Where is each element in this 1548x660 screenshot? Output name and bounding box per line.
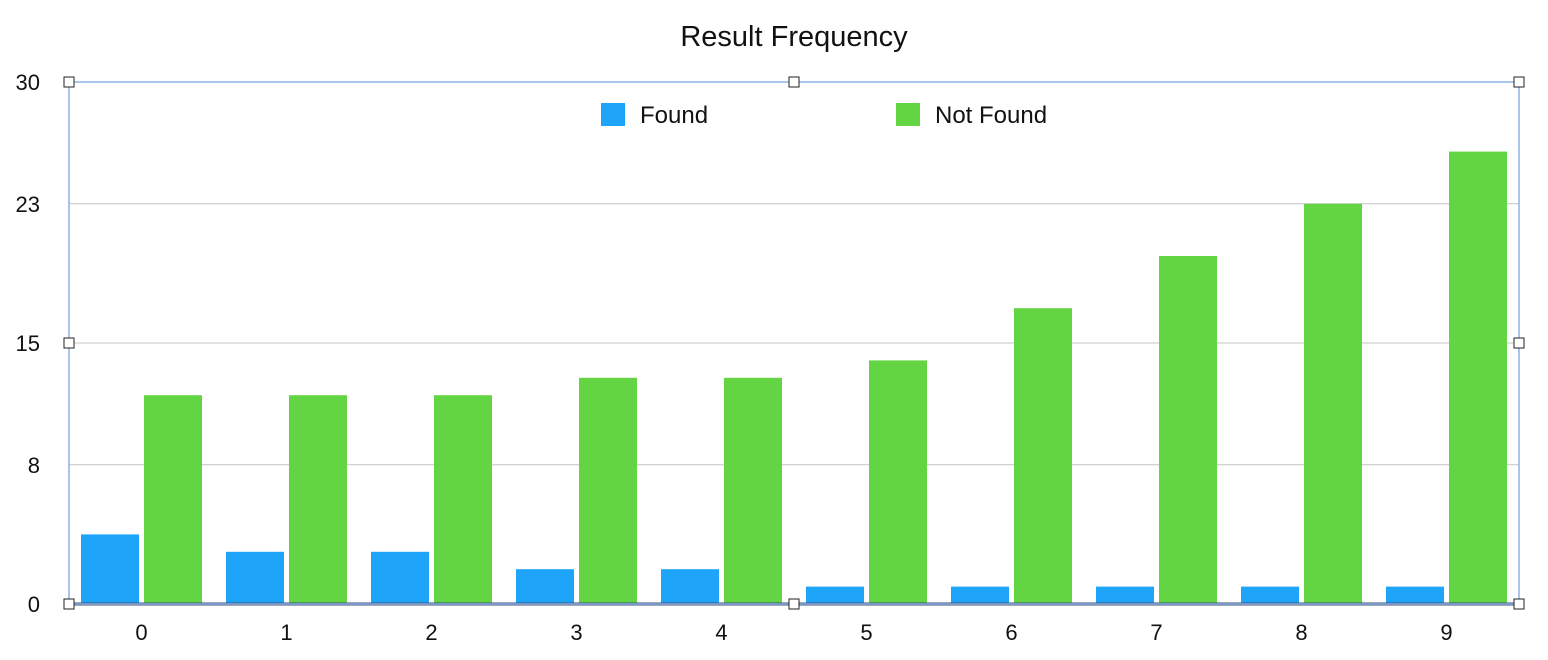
bar-found-7 bbox=[1096, 586, 1154, 604]
x-tick-label-6: 6 bbox=[1005, 620, 1017, 645]
x-tick-label-9: 9 bbox=[1440, 620, 1452, 645]
resize-handle-bottom-right[interactable] bbox=[1513, 598, 1525, 610]
bar-not-found-6 bbox=[1014, 308, 1072, 604]
bar-not-found-7 bbox=[1159, 256, 1217, 604]
bar-not-found-8 bbox=[1304, 203, 1362, 605]
grid-lines bbox=[69, 203, 1519, 466]
bar-not-found-3 bbox=[579, 377, 637, 604]
selection-frame[interactable] bbox=[63, 76, 1525, 610]
bar-not-found-5 bbox=[869, 360, 927, 604]
legend-label-not-found: Not Found bbox=[935, 102, 1047, 129]
bar-found-4 bbox=[661, 569, 719, 604]
resize-handle-middle-right[interactable] bbox=[1513, 337, 1525, 349]
resize-handle-top-right[interactable] bbox=[1513, 76, 1525, 88]
x-tick-label-5: 5 bbox=[860, 620, 872, 645]
bar-found-0 bbox=[81, 534, 139, 604]
bar-not-found-1 bbox=[289, 395, 347, 604]
bar-found-3 bbox=[516, 569, 574, 604]
bar-not-found-9 bbox=[1449, 151, 1507, 604]
x-tick-label-8: 8 bbox=[1295, 620, 1307, 645]
bar-found-5 bbox=[806, 586, 864, 604]
bar-found-9 bbox=[1386, 586, 1444, 604]
chart-title: Result Frequency bbox=[680, 21, 908, 53]
bar-not-found-0 bbox=[144, 395, 202, 604]
legend: Found Not Found bbox=[601, 102, 1047, 129]
legend-label-found: Found bbox=[640, 102, 708, 129]
y-tick-label-8: 8 bbox=[28, 453, 40, 478]
resize-handle-bottom-center[interactable] bbox=[788, 598, 800, 610]
bar-found-6 bbox=[951, 586, 1009, 604]
legend-swatch-found bbox=[601, 103, 625, 126]
bars bbox=[81, 151, 1507, 605]
bar-found-1 bbox=[226, 551, 284, 604]
y-tick-label-15: 15 bbox=[16, 331, 40, 356]
y-tick-label-0: 0 bbox=[28, 592, 40, 617]
bar-not-found-2 bbox=[434, 395, 492, 604]
bar-found-2 bbox=[371, 551, 429, 604]
bar-not-found-4 bbox=[724, 377, 782, 604]
resize-handle-middle-left[interactable] bbox=[63, 337, 75, 349]
x-tick-label-4: 4 bbox=[715, 620, 727, 645]
legend-swatch-not-found bbox=[896, 103, 920, 126]
bar-found-8 bbox=[1241, 586, 1299, 604]
resize-handle-top-left[interactable] bbox=[63, 76, 75, 88]
resize-handle-bottom-left[interactable] bbox=[63, 598, 75, 610]
x-tick-label-2: 2 bbox=[425, 620, 437, 645]
y-tick-label-30: 30 bbox=[16, 70, 40, 95]
x-tick-label-3: 3 bbox=[570, 620, 582, 645]
resize-handle-top-center[interactable] bbox=[788, 76, 800, 88]
x-tick-label-7: 7 bbox=[1150, 620, 1162, 645]
y-tick-label-23: 23 bbox=[16, 192, 40, 217]
x-tick-label-1: 1 bbox=[280, 620, 292, 645]
x-tick-label-0: 0 bbox=[135, 620, 147, 645]
